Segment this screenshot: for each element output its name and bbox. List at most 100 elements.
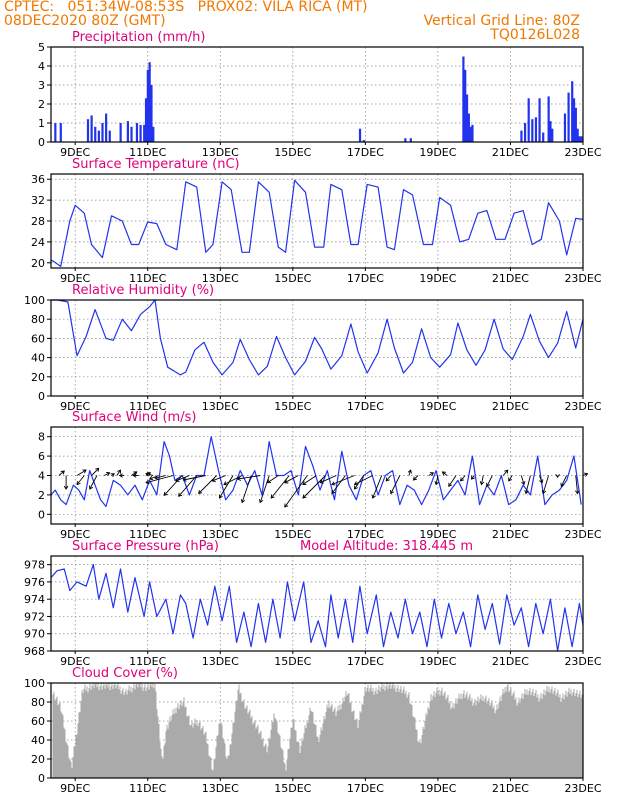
- wind-arrow-head-21: [198, 490, 203, 495]
- bar-precip-24: [462, 56, 465, 142]
- wind-arrow-head-28: [266, 479, 272, 484]
- ytick-label-cloud-2: 40: [31, 734, 45, 747]
- header-station: CPTEC: 051:34W-08:53S PROX02: VILA RICA …: [4, 0, 368, 15]
- wind-arrow-head-29: [270, 494, 275, 499]
- wind-arrow-32: [302, 475, 317, 485]
- xtick-label-rh-6: 21DEC: [492, 400, 529, 413]
- wind-arrow-36: [331, 475, 355, 485]
- wind-arrow-20: [183, 475, 206, 481]
- wind-arrow-23: [219, 475, 234, 499]
- wind-arrow-57: [542, 475, 549, 494]
- wind-arrow-head-31: [284, 503, 289, 508]
- bar-precip-6: [101, 123, 104, 142]
- xtick-label-cloud-2: 13DEC: [202, 782, 239, 795]
- ytick-label-wind-0: 0: [38, 508, 45, 521]
- bar-precip-39: [551, 128, 554, 142]
- wind-arrow-head-52: [504, 469, 509, 474]
- bar-precip-45: [576, 128, 579, 142]
- wind-arrow-head-47: [448, 482, 453, 487]
- wind-arrow-head-11: [132, 473, 137, 478]
- frame-cloud: [50, 682, 584, 779]
- xtick-label-wind-4: 17DEC: [347, 528, 384, 541]
- ytick-label-precip-5: 5: [38, 41, 45, 54]
- wind-arrow-head-33: [302, 494, 307, 499]
- bar-precip-22: [404, 138, 407, 142]
- wind-arrow-26: [237, 475, 261, 480]
- ytick-label-precip-4: 4: [38, 60, 45, 73]
- bar-precip-25: [464, 69, 467, 142]
- ytick-label-pressure-4: 976: [24, 576, 45, 589]
- xtick-label-rh-5: 19DEC: [419, 400, 456, 413]
- wind-arrow-head-2: [82, 469, 87, 474]
- wind-arrow-56: [539, 475, 543, 483]
- xtick-label-precip-2: 13DEC: [202, 146, 239, 159]
- panel-precip: [47, 46, 584, 145]
- ytick-label-pressure-1: 970: [24, 628, 45, 641]
- wind-arrow-59: [560, 475, 568, 487]
- wind-arrow-43: [413, 475, 419, 481]
- ytick-label-rh-5: 100: [24, 294, 45, 307]
- bar-precip-35: [538, 98, 541, 142]
- series-line-wind: [50, 436, 582, 508]
- wind-arrow-13: [145, 473, 154, 476]
- bar-precip-34: [534, 117, 538, 142]
- wind-arrow-25: [241, 475, 252, 503]
- bar-precip-4: [94, 126, 97, 142]
- xtick-label-temp-1: 11DEC: [129, 272, 166, 285]
- xtick-label-wind-2: 13DEC: [202, 528, 239, 541]
- wind-arrow-head-19: [178, 492, 183, 497]
- panel-title-cloud: Cloud Cover (%): [72, 666, 178, 681]
- ytick-label-temp-0: 20: [31, 257, 45, 270]
- wind-arrow-35: [331, 475, 346, 494]
- xtick-label-pressure-2: 13DEC: [202, 655, 239, 668]
- wind-arrow-head-9: [118, 473, 123, 478]
- xtick-label-precip-4: 17DEC: [347, 146, 384, 159]
- wind-arrow-head-30: [284, 479, 289, 484]
- frame-precip: [50, 46, 584, 143]
- xtick-label-rh-1: 11DEC: [129, 400, 166, 413]
- wind-arrow-head-37: [354, 485, 358, 490]
- wind-arrow-head-6: [106, 471, 111, 477]
- bar-precip-3: [90, 115, 93, 142]
- ytick-label-cloud-3: 60: [31, 715, 45, 728]
- xtick-label-rh-3: 15DEC: [274, 400, 311, 413]
- wind-arrow-head-7: [110, 473, 115, 478]
- bar-precip-7: [105, 113, 108, 142]
- wind-arrow-41: [390, 475, 401, 494]
- wind-arrow-head-60: [575, 490, 580, 495]
- xtick-label-cloud-3: 15DEC: [274, 782, 311, 795]
- xtick-label-cloud-4: 17DEC: [347, 782, 384, 795]
- xtick-label-temp-6: 21DEC: [492, 272, 529, 285]
- bar-precip-44: [574, 107, 577, 142]
- panel-title-pressure: Surface Pressure (hPa): [72, 539, 219, 554]
- ytick-label-cloud-5: 100: [24, 677, 45, 690]
- xtick-label-precip-0: 9DEC: [60, 146, 90, 159]
- bar-precip-23: [409, 138, 412, 142]
- wind-arrow-head-15: [154, 475, 159, 480]
- ytick-label-rh-0: 0: [38, 390, 45, 403]
- wind-arrow-head-44: [429, 472, 435, 477]
- ytick-label-pressure-2: 972: [24, 610, 45, 623]
- ytick-label-rh-2: 40: [31, 352, 45, 365]
- bar-precip-14: [143, 124, 146, 142]
- panel-title-temp: Surface Temperature (nC): [72, 157, 240, 172]
- xtick-label-cloud-5: 19DEC: [419, 782, 456, 795]
- wind-arrow-46: [442, 471, 448, 476]
- wind-arrow-38: [354, 475, 373, 485]
- bar-precip-30: [520, 130, 523, 142]
- wind-arrow-45: [435, 475, 439, 485]
- wind-arrow-39: [372, 475, 383, 499]
- xtick-label-precip-5: 19DEC: [419, 146, 456, 159]
- xtick-label-precip-3: 15DEC: [274, 146, 311, 159]
- ytick-label-wind-1: 2: [38, 489, 45, 502]
- bar-precip-36: [542, 132, 545, 142]
- header-grid-line: Vertical Grid Line: 80Z: [423, 13, 580, 29]
- ytick-label-temp-4: 36: [31, 173, 45, 186]
- wind-arrow-33: [302, 475, 326, 499]
- bar-precip-0: [54, 123, 57, 142]
- xtick-label-temp-2: 13DEC: [202, 272, 239, 285]
- wind-arrow-head-41: [390, 489, 395, 495]
- series-line-rh: [51, 299, 584, 376]
- bar-precip-29: [471, 124, 474, 142]
- xtick-label-pressure-6: 21DEC: [492, 655, 529, 668]
